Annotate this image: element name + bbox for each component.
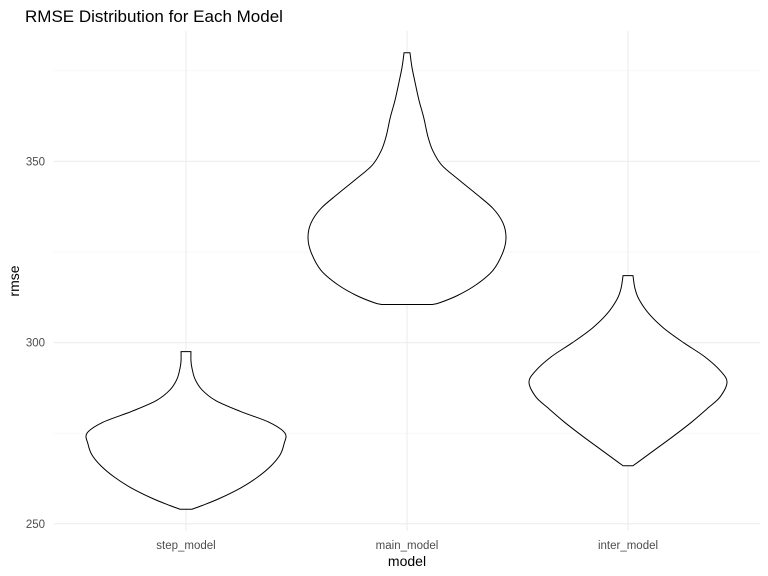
y-tick-label: 250 xyxy=(26,519,45,531)
x-tick-label: step_model xyxy=(156,540,215,552)
y-tick-label: 300 xyxy=(26,338,45,350)
violins xyxy=(85,52,728,510)
x-tick-label: inter_model xyxy=(598,540,658,552)
y-tick-labels: 250 300 350 xyxy=(26,156,45,530)
x-tick-labels: step_model main_model inter_model xyxy=(156,540,658,552)
x-tick-label: main_model xyxy=(376,540,439,552)
violin-step-model xyxy=(85,351,287,510)
violin-main-model xyxy=(307,52,507,306)
violin-inter-model xyxy=(528,275,728,467)
y-tick-label: 350 xyxy=(26,156,45,168)
x-axis-title: model xyxy=(388,553,426,569)
y-axis-title: rmse xyxy=(6,265,22,296)
chart-title: RMSE Distribution for Each Model xyxy=(25,7,283,26)
